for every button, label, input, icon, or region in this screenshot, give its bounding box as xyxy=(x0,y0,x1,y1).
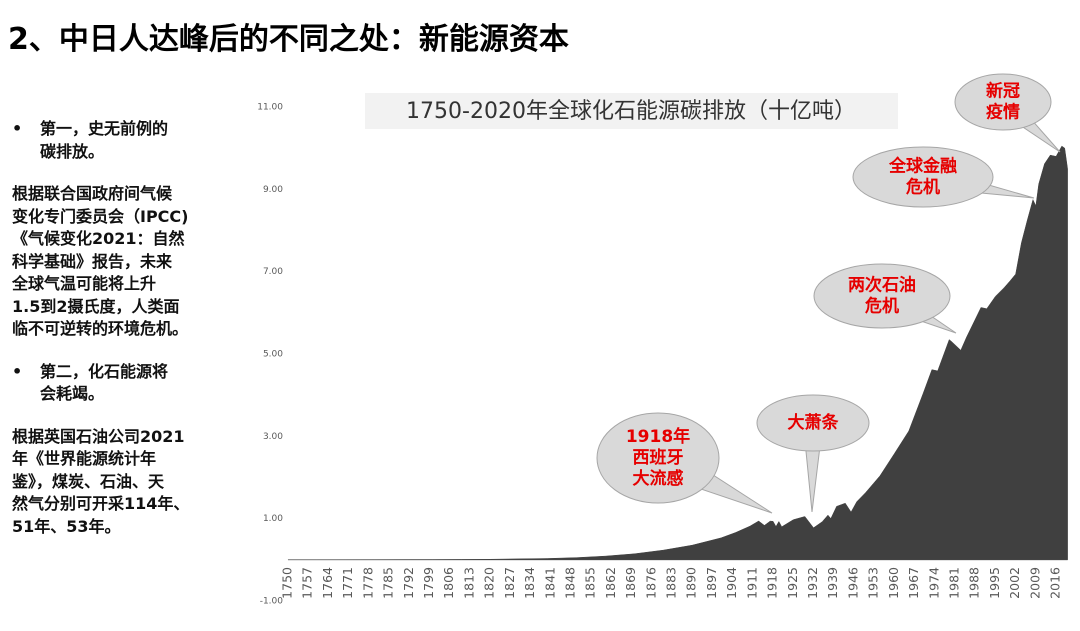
x-tick-label: 1848 xyxy=(562,567,577,599)
x-tick-label: 1785 xyxy=(381,567,396,599)
x-tick-label: 1988 xyxy=(967,567,982,599)
y-tick-label: 7.00 xyxy=(263,267,283,277)
text-line: 根据联合国政府间气候 xyxy=(12,184,173,203)
text-line: 《气候变化2021：自然 xyxy=(12,229,185,248)
x-tick-label: 1960 xyxy=(886,567,901,599)
x-tick-label: 1925 xyxy=(785,567,800,599)
x-tick-label: 2009 xyxy=(1027,567,1042,599)
text-line: 第一，史无前例的 xyxy=(40,119,169,138)
bullet-item: • 第一，史无前例的 碳排放。 xyxy=(12,118,242,163)
bullet: • xyxy=(12,119,23,138)
chart-title: 1750-2020年全球化石能源碳排放（十亿吨） xyxy=(406,99,856,124)
x-tick-label: 1876 xyxy=(643,567,658,599)
text-line: 全球气温可能将上升 xyxy=(12,274,157,293)
x-tick-label: 1904 xyxy=(724,567,739,599)
text-line: 会耗竭。 xyxy=(40,384,105,403)
x-tick-label: 1967 xyxy=(906,567,921,599)
text-line: 1.5到2摄氏度，人类面 xyxy=(12,296,180,316)
x-tick-label: 1946 xyxy=(845,567,860,599)
page-title: 2、中日人达峰后的不同之处：新能源资本 xyxy=(8,22,569,57)
x-tick-label: 1897 xyxy=(704,567,719,599)
annotation-text: 西班牙 xyxy=(633,448,684,468)
x-tick-label: 1911 xyxy=(744,567,759,599)
annotation-text: 危机 xyxy=(905,177,940,198)
annotation-text: 新冠 xyxy=(986,81,1020,102)
y-tick-label: 9.00 xyxy=(263,185,283,195)
sidebar: • 第一，史无前例的 碳排放。根据联合国政府间气候 变化专门委员会（IPCC) 《气候变… xyxy=(12,118,242,558)
y-tick-label: 11.00 xyxy=(257,103,283,113)
x-tick-label: 2016 xyxy=(1048,567,1063,599)
annotation-text: 大萧条 xyxy=(788,412,840,433)
y-tick-label: 3.00 xyxy=(263,432,283,442)
x-tick-label: 1806 xyxy=(441,567,456,599)
x-tick-label: 1834 xyxy=(522,567,537,599)
annotation-text: 疫情 xyxy=(986,102,1020,123)
callout-bubble xyxy=(813,263,951,329)
annotation-text: 危机 xyxy=(864,296,899,317)
x-tick-label: 1932 xyxy=(805,567,820,599)
annotation-text: 1918年 xyxy=(626,426,690,447)
x-tick-label: 1995 xyxy=(987,567,1002,599)
x-tick-label: 1855 xyxy=(583,567,598,599)
callout-bubble xyxy=(596,412,720,504)
callout-bubble xyxy=(954,73,1052,131)
paragraph: 根据联合国政府间气候 变化专门委员会（IPCC) 《气候变化2021：自然 科学基础》… xyxy=(12,183,242,341)
x-tick-label: 1883 xyxy=(664,567,679,599)
text-line: 科学基础》报告，未来 xyxy=(12,251,173,271)
annotation-text: 两次石油 xyxy=(848,275,916,296)
x-tick-label: 1764 xyxy=(320,567,335,599)
x-tick-label: 1827 xyxy=(502,567,517,599)
text-line: 根据英国石油公司2021 xyxy=(12,426,185,446)
x-tick-label: 1799 xyxy=(421,567,436,599)
text-line: 第二，化石能源将 xyxy=(40,361,169,381)
text-line: 51年、53年。 xyxy=(12,516,121,536)
x-tick-label: 1820 xyxy=(482,567,497,599)
x-tick-label: 1757 xyxy=(300,567,315,599)
x-tick-label: 1869 xyxy=(623,567,638,599)
paragraph: 根据英国石油公司2021 年《世界能源统计年 鉴》，煤炭、石油、天然气分别可开采11… xyxy=(12,426,242,539)
x-tick-label: 1750 xyxy=(280,567,295,599)
bullet: • xyxy=(12,361,23,381)
text-line: 碳排放。 xyxy=(40,141,105,161)
callout-bubble xyxy=(756,394,870,452)
x-tick-label: 1974 xyxy=(926,567,941,599)
text-line: 鉴》，煤炭、石油、天 xyxy=(12,471,165,491)
callout: 大萧条 xyxy=(756,394,870,513)
callout-bubble xyxy=(852,146,994,208)
text-line: 变化专门委员会（IPCC) xyxy=(12,206,189,226)
x-tick-label: 1862 xyxy=(603,567,618,599)
chart-title-box xyxy=(365,93,898,129)
area xyxy=(287,145,1068,561)
y-tick-label: 1.00 xyxy=(263,514,283,524)
y-tick-label: -1.00 xyxy=(260,597,284,607)
x-tick-label: 1981 xyxy=(946,567,961,599)
x-tick-label: 1813 xyxy=(461,567,476,599)
x-tick-label: 1890 xyxy=(684,567,699,599)
x-tick-label: 1918 xyxy=(765,567,780,599)
x-tick-label: 1771 xyxy=(340,567,355,599)
text-line: 临不可逆转的环境危机。 xyxy=(12,319,189,338)
x-tick-label: 1939 xyxy=(825,567,840,599)
x-tick-label: 1778 xyxy=(360,567,375,599)
text-line: 年《世界能源统计年 xyxy=(12,449,157,468)
x-tick-label: 1953 xyxy=(866,567,881,599)
x-tick-label: 2002 xyxy=(1007,567,1022,599)
x-tick-label: 1792 xyxy=(401,567,416,599)
annotation-text: 大流感 xyxy=(633,468,684,489)
bullet-item: • 第二，化石能源将 会耗竭。 xyxy=(12,361,242,406)
y-tick-label: 5.00 xyxy=(263,350,283,360)
annotation-text: 全球金融 xyxy=(888,156,957,177)
x-tick-label: 1841 xyxy=(542,567,557,599)
text-line: 然气分别可开采114年、 xyxy=(12,494,190,513)
